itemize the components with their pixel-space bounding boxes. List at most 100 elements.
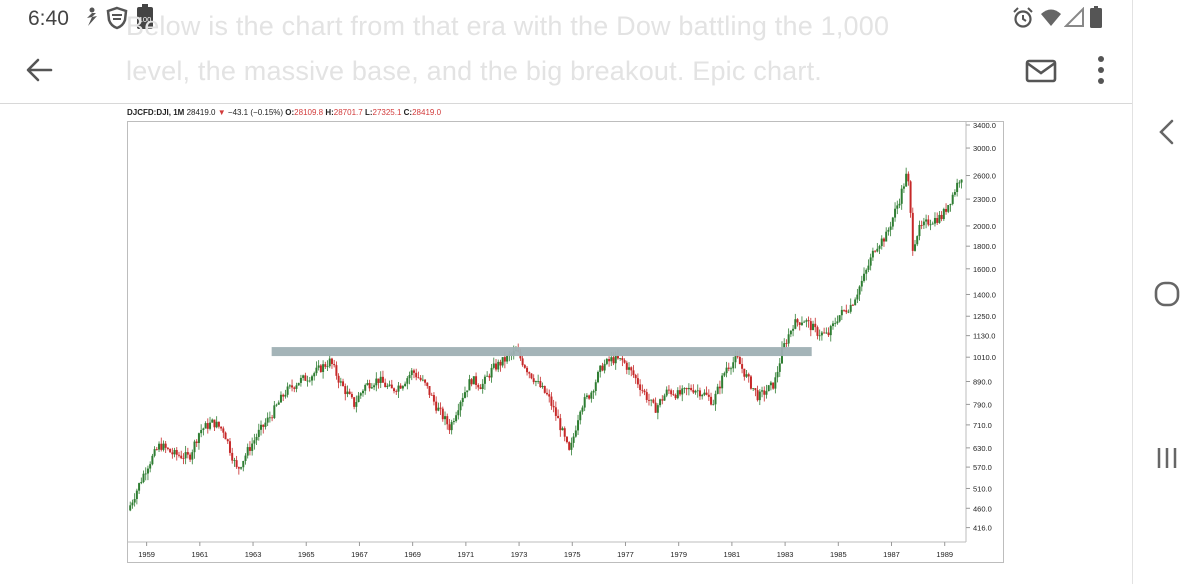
candle-body — [847, 311, 850, 313]
candle-body — [929, 224, 932, 226]
candle-body — [647, 399, 650, 401]
candle-body — [951, 194, 954, 204]
candle-body — [368, 383, 371, 389]
chart-frame: 3400.0 3000.0 2600.0 2300.0 2000.0 1800.0 1600… — [127, 121, 1004, 563]
candle-body — [738, 357, 741, 365]
home-circle-icon[interactable] — [1149, 276, 1185, 312]
back-arrow-icon[interactable] — [22, 52, 58, 88]
candle-body — [776, 371, 779, 378]
candle-body — [608, 359, 611, 362]
candle-body — [381, 376, 384, 383]
candle-body — [834, 323, 837, 324]
candle-body — [432, 395, 435, 402]
candle-body — [415, 372, 418, 378]
candle-body — [958, 182, 961, 184]
x-tick-label: 1975 — [564, 550, 581, 559]
candle-body — [670, 390, 673, 395]
candle-body — [430, 394, 433, 396]
candle-body — [590, 392, 593, 399]
wifi-icon — [1040, 7, 1062, 32]
x-tick-label: 1973 — [511, 550, 528, 559]
candle-body — [614, 355, 617, 364]
candle-body — [710, 396, 713, 405]
candle-body — [435, 401, 438, 411]
candle-body — [809, 321, 812, 331]
open-label: O: — [285, 108, 295, 117]
candle-body — [231, 452, 234, 461]
candle-body — [596, 371, 599, 383]
chevron-left-icon[interactable] — [1149, 114, 1185, 150]
candle-body — [273, 405, 276, 419]
candle-body — [306, 380, 309, 382]
candle-body — [922, 221, 925, 226]
candle-body — [257, 429, 260, 437]
candle-body — [858, 286, 861, 295]
candle-body — [386, 385, 389, 388]
candle-body — [169, 448, 172, 453]
candle-body — [911, 212, 914, 251]
candle-body — [350, 394, 353, 398]
candle-body — [173, 450, 176, 455]
candle-body — [299, 377, 302, 383]
candle-body — [503, 357, 506, 362]
x-tick-label: 1965 — [298, 550, 315, 559]
candle-body — [843, 309, 846, 311]
candle-body — [206, 423, 209, 429]
candle-body — [741, 364, 744, 369]
candle-body — [450, 422, 453, 431]
candle-body — [275, 404, 278, 406]
candle-body — [792, 328, 795, 331]
candle-body — [530, 373, 533, 379]
candle-body — [297, 382, 300, 386]
candle-body — [357, 395, 360, 403]
x-tick-label: 1977 — [617, 550, 634, 559]
candle-body — [129, 505, 132, 511]
candle-body — [774, 377, 777, 389]
candle-body — [676, 390, 679, 399]
candle-body — [337, 375, 340, 383]
candle-body — [754, 388, 757, 391]
candle-body — [829, 326, 832, 336]
candle-body — [636, 378, 639, 385]
candle-body — [736, 356, 739, 358]
candle-body — [723, 373, 726, 376]
candle-body — [665, 389, 668, 396]
recents-icon[interactable] — [1149, 440, 1185, 476]
candle-body — [703, 392, 706, 395]
candle-body — [379, 376, 382, 383]
candle-body — [370, 387, 373, 389]
candle-body — [623, 360, 626, 363]
low-label: L: — [364, 108, 373, 117]
candle-body — [495, 363, 498, 370]
battery-icon — [1090, 6, 1102, 33]
candle-body — [818, 335, 821, 337]
mail-icon[interactable] — [1024, 54, 1058, 88]
candle-body — [364, 384, 367, 391]
x-tick-label: 1987 — [883, 550, 900, 559]
candle-body — [226, 439, 229, 442]
candle-body — [311, 376, 314, 381]
candle-body — [202, 428, 205, 430]
candle-body — [863, 273, 866, 281]
candle-body — [628, 367, 631, 370]
candle-body — [572, 436, 575, 443]
candle-body — [561, 428, 564, 431]
candlestick-chart: 3400.0 3000.0 2600.0 2300.0 2000.0 1800.0 1600… — [128, 121, 996, 559]
candle-body — [153, 449, 156, 456]
candle-body — [189, 454, 192, 460]
candle-body — [812, 323, 815, 331]
more-vert-icon[interactable] — [1088, 50, 1114, 90]
candle-body — [463, 392, 466, 398]
candle-body — [543, 385, 546, 393]
candle-body — [488, 375, 491, 378]
candle-body — [796, 319, 799, 323]
candle-body — [574, 430, 577, 437]
candle-body — [459, 402, 462, 411]
candle-body — [894, 208, 897, 218]
candle-body — [197, 433, 200, 444]
candle-body — [160, 443, 163, 450]
y-tick-label: 2300.0 — [973, 195, 996, 204]
status-time: 6:40 — [28, 7, 69, 30]
candle-body — [767, 385, 770, 392]
candle-body — [390, 384, 393, 389]
